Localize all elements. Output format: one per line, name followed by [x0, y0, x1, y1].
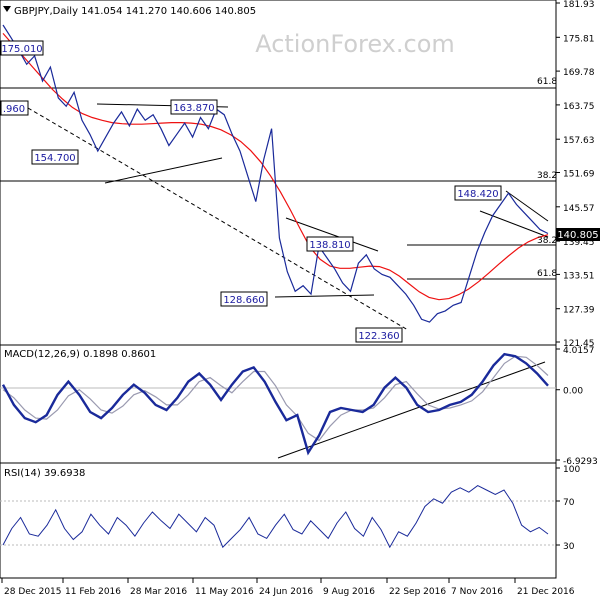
watermark: ActionForex.com [255, 30, 455, 58]
x-tick-label: 28 Dec 2015 [4, 587, 62, 597]
rsi-series-group [2, 485, 549, 549]
fib-label-38-2-low: 38.2 [537, 236, 557, 246]
price-line [2, 24, 549, 323]
x-tick-label: 7 Nov 2016 [451, 587, 503, 597]
fib-label-61-8-low: 61.8 [537, 269, 557, 279]
price-series-group [2, 24, 549, 323]
price-y-tick-label: 175.81 [563, 34, 595, 44]
price-label-154: 154.700 [31, 149, 79, 165]
price-label-128: 128.660 [220, 291, 268, 307]
price-y-tick-label: 169.78 [563, 68, 595, 78]
price-label-175: 175.010 [0, 40, 44, 56]
dashed-trendline [27, 107, 409, 331]
price-y-tick-label: 181.93 [563, 0, 595, 10]
chart-header-text: GBPJPY,Daily 141.054 141.270 140.606 140… [14, 6, 256, 17]
price-y-tick-label: 133.51 [563, 271, 595, 281]
macd-y-tick-label: 4.0157 [563, 346, 595, 356]
price-label-163: 163.870 [170, 99, 218, 115]
macd-trendline [277, 361, 546, 459]
rsi-line [2, 485, 549, 549]
svg-text:148.420: 148.420 [457, 189, 498, 200]
price-y-tick-label: 157.63 [563, 136, 595, 146]
price-y-tick-label: 121.45 [563, 339, 595, 349]
dropdown-triangle-icon [3, 6, 11, 12]
fib-label-38-2-top: 38.2 [537, 171, 557, 181]
x-tick-label: 9 Aug 2016 [323, 587, 375, 597]
rsi-title: RSI(14) 39.6938 [4, 468, 85, 479]
rsi-panel-frame [0, 462, 557, 579]
channel-bottom-line [274, 294, 375, 298]
x-tick-label: 28 Mar 2016 [130, 587, 187, 597]
chart-header: GBPJPY,Daily 141.054 141.270 140.606 140… [3, 6, 256, 17]
price-y-tick-label: 145.57 [563, 204, 595, 214]
x-tick-label: 21 Dec 2016 [517, 587, 575, 597]
price-label-122: 122.360 [355, 327, 403, 343]
price-label-148: 148.420 [454, 185, 502, 201]
last-price-badge: 140.805 [556, 228, 600, 241]
price-y-tick-label: 127.39 [563, 306, 595, 316]
macd-line [1, 352, 549, 456]
svg-text:128.660: 128.660 [223, 295, 264, 306]
macd-series-group [1, 352, 549, 456]
svg-text:175.010: 175.010 [1, 44, 42, 55]
support-line-154 [104, 157, 223, 184]
price-label-960: .960 [0, 100, 29, 116]
svg-text:154.700: 154.700 [34, 153, 75, 164]
macd-y-tick-label: 0.00 [563, 387, 583, 397]
fib-label-61-8-top: 61.8 [537, 77, 557, 87]
y-axis: 181.93 175.81 169.78 163.75 157.63 151.69 145.… [556, 0, 598, 552]
macd-signal-line [2, 355, 549, 442]
x-tick-label: 22 Sep 2016 [389, 587, 446, 597]
moving-average-line [2, 33, 549, 301]
flag-bottom-line [479, 210, 549, 238]
x-tick-label: 24 Jun 2016 [259, 587, 313, 597]
rsi-y-tick-label: 100 [563, 465, 580, 475]
rsi-y-tick-label: 70 [563, 498, 575, 508]
x-tick-label: 11 Feb 2016 [65, 587, 121, 597]
x-axis: 28 Dec 2015 11 Feb 2016 28 Mar 2016 11 May … [1, 578, 575, 597]
svg-text:163.870: 163.870 [173, 103, 214, 114]
svg-text:.960: .960 [3, 104, 25, 115]
price-y-tick-label: 163.75 [563, 102, 595, 112]
rsi-y-tick-label: 30 [563, 542, 575, 552]
channel-top-line [285, 217, 379, 252]
last-price-label: 140.805 [557, 230, 598, 241]
svg-text:138.810: 138.810 [309, 240, 350, 251]
price-label-138: 138.810 [306, 236, 354, 252]
svg-text:122.360: 122.360 [358, 331, 399, 342]
x-tick-label: 11 May 2016 [195, 587, 254, 597]
price-y-tick-label: 139.45 [563, 238, 595, 248]
macd-y-tick-label: -6.9293 [563, 457, 598, 467]
flag-top-line [505, 190, 549, 222]
macd-title: MACD(12,26,9) 0.1898 0.8601 [4, 349, 156, 360]
price-y-tick-label: 151.69 [563, 170, 595, 180]
